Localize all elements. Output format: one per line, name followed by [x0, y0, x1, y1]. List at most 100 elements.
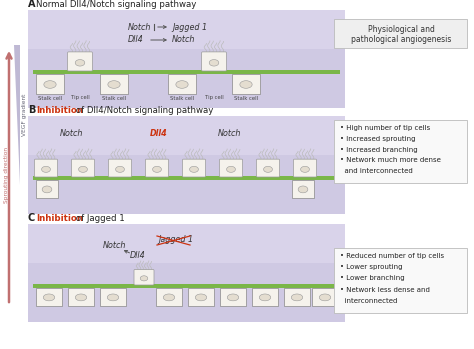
Bar — [168, 74, 196, 94]
Text: Inhibition: Inhibition — [36, 106, 83, 115]
Ellipse shape — [116, 166, 125, 172]
Bar — [33, 176, 340, 179]
Text: • Reduced number of tip cells: • Reduced number of tip cells — [340, 253, 444, 259]
Ellipse shape — [153, 166, 162, 172]
Text: Physiological and: Physiological and — [367, 25, 435, 34]
Text: • Increased sprouting: • Increased sprouting — [340, 136, 416, 142]
Text: B: B — [28, 105, 36, 115]
Ellipse shape — [75, 294, 87, 301]
Ellipse shape — [259, 294, 271, 301]
Ellipse shape — [163, 294, 175, 301]
Ellipse shape — [227, 166, 236, 172]
Bar — [28, 116, 345, 214]
Bar — [36, 74, 64, 94]
Bar — [28, 116, 345, 155]
Text: Jagged 1: Jagged 1 — [172, 22, 207, 31]
Text: Normal Dll4/Notch signaling pathway: Normal Dll4/Notch signaling pathway — [36, 0, 196, 9]
Ellipse shape — [44, 81, 56, 88]
Ellipse shape — [240, 81, 252, 88]
Ellipse shape — [108, 81, 120, 88]
Ellipse shape — [140, 276, 148, 281]
Text: Dll4: Dll4 — [130, 252, 146, 260]
Bar — [100, 74, 128, 94]
Bar — [36, 179, 58, 198]
Bar — [28, 10, 345, 49]
Text: and interconnected: and interconnected — [340, 168, 413, 174]
Ellipse shape — [43, 294, 55, 301]
Bar — [33, 70, 340, 74]
Text: Dll4: Dll4 — [128, 36, 144, 45]
Text: Tip cell: Tip cell — [71, 96, 90, 101]
Bar — [188, 288, 214, 305]
Bar — [68, 288, 94, 305]
Text: Notch: Notch — [103, 242, 127, 251]
FancyBboxPatch shape — [134, 269, 154, 285]
Text: • Network much more dense: • Network much more dense — [340, 157, 441, 163]
Bar — [28, 224, 345, 263]
Text: of Dll4/Notch signaling pathway: of Dll4/Notch signaling pathway — [73, 106, 213, 115]
Bar — [156, 288, 182, 305]
FancyBboxPatch shape — [72, 159, 94, 177]
Bar — [232, 74, 260, 94]
Ellipse shape — [298, 186, 308, 193]
FancyBboxPatch shape — [335, 119, 467, 183]
Ellipse shape — [42, 186, 52, 193]
Ellipse shape — [209, 60, 219, 66]
Text: • Network less dense and: • Network less dense and — [340, 287, 430, 292]
Bar — [312, 288, 338, 305]
Ellipse shape — [176, 81, 188, 88]
Text: Notch: Notch — [172, 36, 195, 45]
Bar — [252, 288, 278, 305]
Text: C: C — [28, 213, 35, 223]
Text: VEGF gradient: VEGF gradient — [22, 94, 27, 136]
FancyBboxPatch shape — [256, 159, 280, 177]
Text: • Increased branching: • Increased branching — [340, 147, 418, 153]
FancyBboxPatch shape — [293, 159, 317, 177]
FancyBboxPatch shape — [35, 159, 57, 177]
FancyBboxPatch shape — [182, 159, 206, 177]
FancyBboxPatch shape — [335, 18, 467, 47]
Bar — [220, 288, 246, 305]
Bar — [100, 288, 126, 305]
Text: Sprouting direction: Sprouting direction — [4, 147, 9, 203]
Bar — [33, 284, 340, 288]
FancyBboxPatch shape — [335, 247, 467, 312]
Bar — [36, 288, 62, 305]
Bar — [292, 179, 314, 198]
FancyBboxPatch shape — [201, 52, 227, 71]
Ellipse shape — [195, 294, 207, 301]
Polygon shape — [14, 45, 20, 185]
Text: Notch: Notch — [218, 129, 241, 139]
FancyBboxPatch shape — [219, 159, 243, 177]
Text: • Lower branching: • Lower branching — [340, 275, 405, 281]
Text: Notch: Notch — [128, 22, 152, 31]
Text: Notch: Notch — [60, 129, 83, 139]
FancyBboxPatch shape — [68, 52, 92, 71]
Text: Stalk cell: Stalk cell — [170, 96, 194, 101]
Ellipse shape — [292, 294, 303, 301]
Text: of Jagged 1: of Jagged 1 — [73, 214, 125, 223]
Text: Stalk cell: Stalk cell — [234, 96, 258, 101]
Text: interconnected: interconnected — [340, 298, 397, 304]
Text: Jagged 1: Jagged 1 — [158, 236, 193, 245]
Ellipse shape — [190, 166, 199, 172]
Ellipse shape — [42, 166, 50, 172]
Bar — [28, 224, 345, 322]
Text: A: A — [28, 0, 36, 9]
Text: pathological angiogenesis: pathological angiogenesis — [351, 35, 451, 44]
Ellipse shape — [75, 60, 85, 66]
Ellipse shape — [79, 166, 87, 172]
Ellipse shape — [264, 166, 273, 172]
Text: Dll4: Dll4 — [150, 129, 168, 139]
Text: Stalk cell: Stalk cell — [102, 96, 126, 101]
Text: • Lower sprouting: • Lower sprouting — [340, 264, 402, 270]
Bar — [284, 288, 310, 305]
Text: Inhibition: Inhibition — [36, 214, 83, 223]
Ellipse shape — [319, 294, 331, 301]
Text: Stalk cell: Stalk cell — [38, 96, 62, 101]
FancyBboxPatch shape — [109, 159, 132, 177]
Ellipse shape — [227, 294, 239, 301]
Text: • High number of tip cells: • High number of tip cells — [340, 125, 430, 131]
Bar — [28, 10, 345, 108]
Ellipse shape — [107, 294, 118, 301]
